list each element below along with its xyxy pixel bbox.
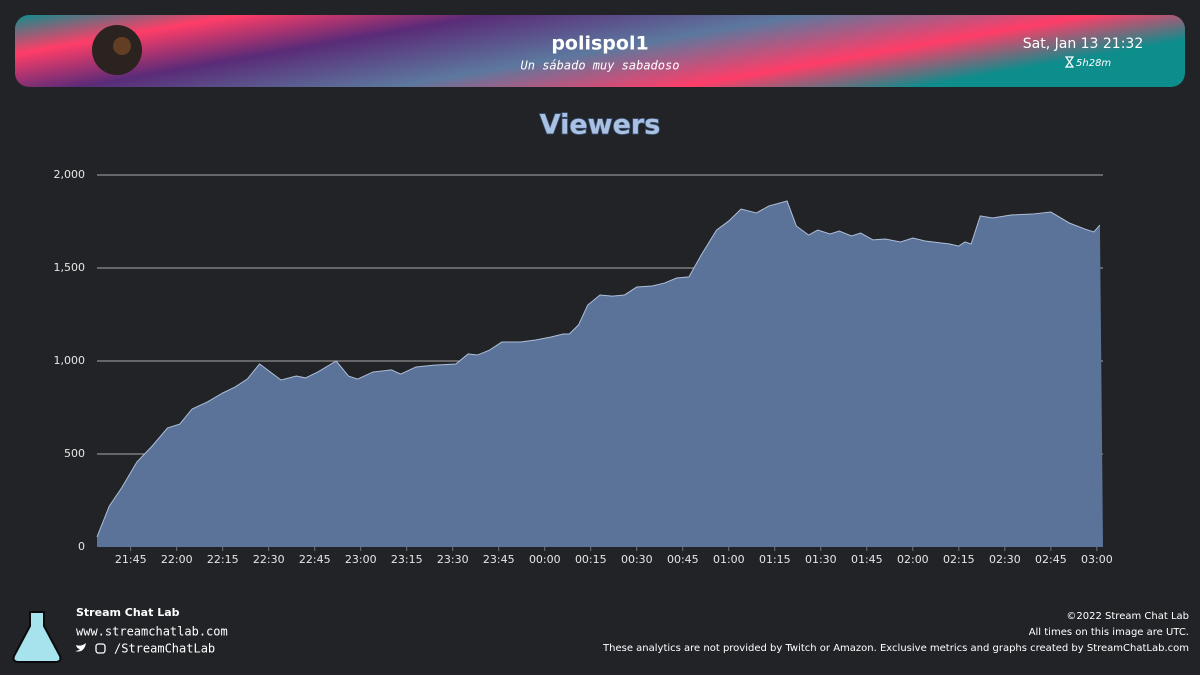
x-tick-label: 02:30 — [989, 553, 1021, 566]
stream-duration: 5h28m — [1076, 58, 1111, 69]
area — [97, 201, 1103, 548]
x-tick-label: 00:00 — [529, 553, 561, 566]
x-tick-label: 21:45 — [115, 553, 147, 566]
instagram-icon — [95, 643, 106, 654]
x-tick-label: 00:30 — [621, 553, 653, 566]
header: polispol1 Un sábado muy sabadoso Sat, Ja… — [15, 15, 1185, 87]
x-tick-label: 02:00 — [897, 553, 929, 566]
avatar-detail — [113, 37, 131, 55]
copyright: ©2022 Stream Chat Lab — [1066, 611, 1189, 622]
x-tick-label: 23:15 — [391, 553, 423, 566]
stream-date: Sat, Jan 13 21:32 — [1023, 36, 1144, 52]
twitter-icon — [75, 643, 86, 652]
chart-title: Viewers — [540, 110, 661, 141]
brand-url: www.streamchatlab.com — [76, 625, 228, 639]
x-tick-label: 22:45 — [299, 553, 331, 566]
x-tick-label: 23:30 — [437, 553, 469, 566]
x-tick-label: 01:45 — [851, 553, 883, 566]
x-tick-label: 02:45 — [1035, 553, 1067, 566]
y-tick-label: 1,500 — [54, 261, 86, 274]
area-line — [96, 200, 1101, 538]
y-tick-label: 0 — [78, 540, 85, 553]
stream-title: Un sábado muy sabadoso — [521, 59, 680, 73]
x-tick-label: 02:15 — [943, 553, 975, 566]
x-tick-label: 01:00 — [713, 553, 745, 566]
disclaimer: These analytics are not provided by Twit… — [602, 643, 1189, 654]
brand-name: Stream Chat Lab — [76, 606, 180, 619]
hourglass-icon — [1064, 56, 1075, 68]
channel-name: polispol1 — [551, 33, 648, 55]
brand-handle: /StreamChatLab — [114, 642, 215, 656]
x-tick-label: 01:15 — [759, 553, 791, 566]
x-tick-label: 01:30 — [805, 553, 837, 566]
y-tick-label: 500 — [64, 447, 85, 460]
y-tick-label: 1,000 — [54, 354, 86, 367]
header-banner — [15, 15, 1185, 87]
x-tick-label: 22:15 — [207, 553, 239, 566]
x-tick-label: 23:00 — [345, 553, 377, 566]
x-tick-label: 03:00 — [1081, 553, 1113, 566]
x-tick-label: 22:00 — [161, 553, 193, 566]
y-tick-label: 2,000 — [54, 168, 86, 181]
x-tick-label: 00:15 — [575, 553, 607, 566]
logo — [12, 611, 62, 663]
x-tick-label: 23:45 — [483, 553, 515, 566]
x-tick-label: 22:30 — [253, 553, 285, 566]
timezone-note: All times on this image are UTC. — [1029, 627, 1189, 638]
plot: 0 500 1,000 1,500 2,000 21:45 22:00 22:15 22:30 2… — [54, 168, 1113, 566]
footer: Stream Chat Lab www.streamchatlab.com /S… — [12, 606, 1189, 663]
x-tick-label: 00:45 — [667, 553, 699, 566]
